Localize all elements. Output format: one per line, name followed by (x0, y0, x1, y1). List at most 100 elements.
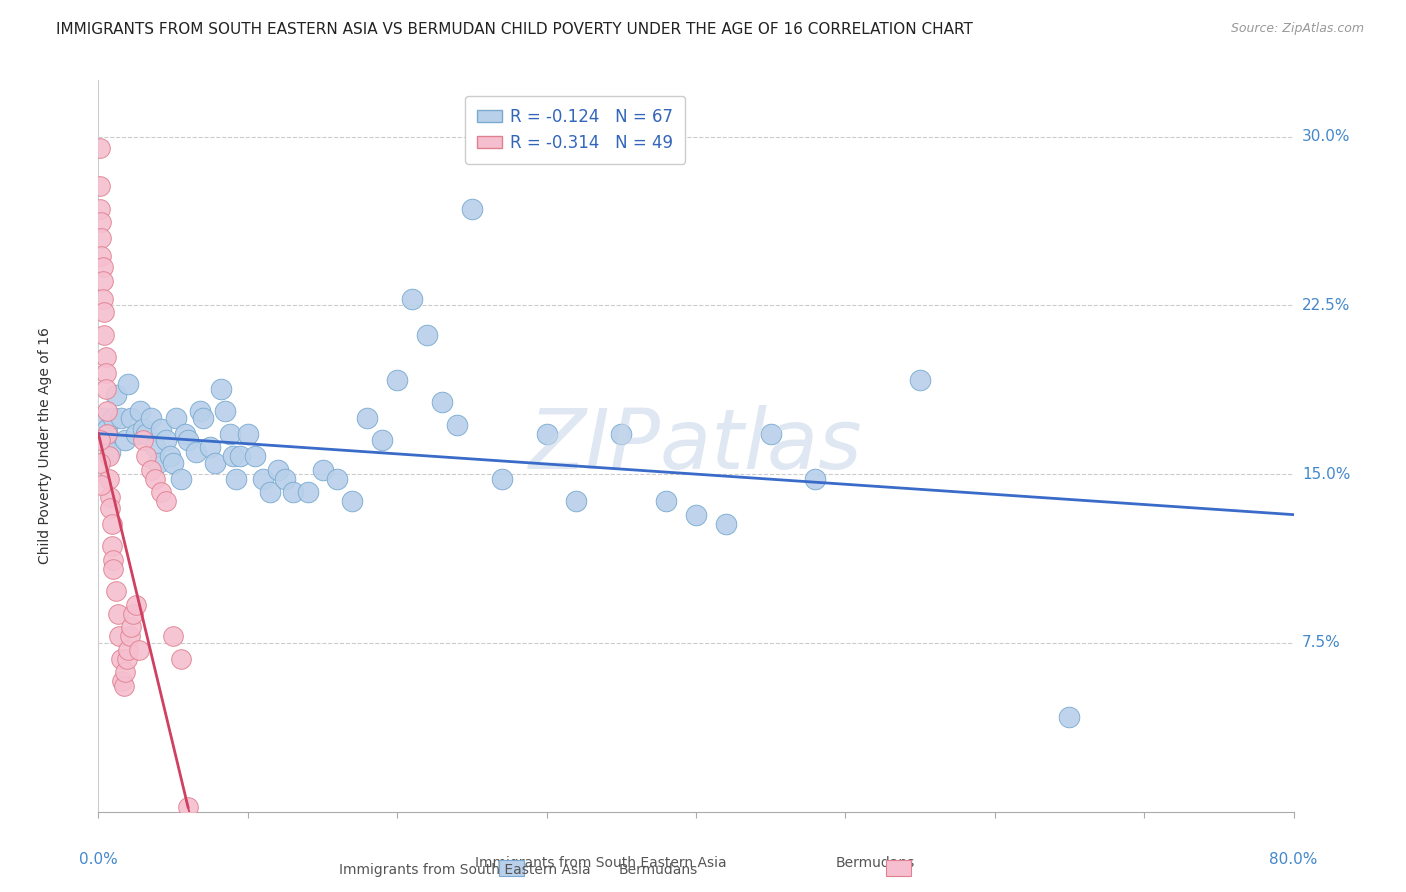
Point (112, 679, 135, 693)
Point (177, 434, 200, 448)
Point (103, 562, 125, 576)
Point (169, 651, 191, 665)
Point (125, 426, 148, 441)
Point (135, 426, 157, 441)
Text: Immigrants from South Eastern Asia: Immigrants from South Eastern Asia (339, 863, 591, 877)
Point (118, 629, 141, 643)
Point (169, 472, 191, 486)
Point (125, 598, 148, 612)
Point (685, 508, 707, 522)
Point (209, 382, 232, 396)
Point (128, 642, 150, 657)
Point (110, 651, 132, 665)
Point (120, 620, 142, 634)
Text: Bermudans: Bermudans (619, 863, 697, 877)
Point (274, 472, 297, 486)
Point (150, 422, 173, 436)
Point (115, 651, 138, 665)
Point (98, 490, 122, 504)
Point (461, 202, 484, 216)
Point (371, 434, 394, 448)
Point (162, 629, 184, 643)
Point (139, 410, 162, 425)
FancyBboxPatch shape (499, 860, 524, 876)
Point (385, 373, 409, 387)
Point (91, 260, 114, 274)
Point (101, 516, 124, 531)
Point (222, 449, 245, 463)
Point (101, 539, 124, 553)
Point (200, 440, 222, 454)
Text: IMMIGRANTS FROM SOUTH EASTERN ASIA VS BERMUDAN CHILD POVERTY UNDER THE AGE OF 16: IMMIGRANTS FROM SOUTH EASTERN ASIA VS BE… (56, 22, 973, 37)
Point (94, 366, 117, 380)
Point (90, 249, 112, 263)
Point (89, 456, 111, 470)
Point (655, 494, 678, 508)
Point (281, 485, 304, 500)
Point (565, 494, 588, 508)
Point (90, 215, 112, 229)
Point (91, 292, 114, 306)
Point (117, 642, 139, 657)
Point (536, 426, 558, 441)
Text: 30.0%: 30.0% (1302, 129, 1350, 144)
Point (150, 485, 173, 500)
Point (98, 444, 122, 458)
Point (908, 373, 931, 387)
Point (259, 485, 281, 500)
Point (219, 426, 242, 441)
Point (311, 462, 333, 476)
Point (132, 422, 155, 436)
Point (89, 202, 111, 216)
Point (143, 472, 166, 486)
Point (110, 410, 132, 425)
Point (94, 350, 117, 364)
Text: Immigrants from South Eastern Asia: Immigrants from South Eastern Asia (475, 855, 725, 870)
Text: Source: ZipAtlas.com: Source: ZipAtlas.com (1230, 22, 1364, 36)
Point (759, 426, 782, 441)
Point (342, 494, 364, 508)
Point (491, 472, 513, 486)
Point (184, 444, 207, 458)
Point (143, 440, 166, 454)
Text: Bermudans: Bermudans (835, 855, 915, 870)
Point (114, 434, 136, 448)
Point (155, 434, 177, 448)
Point (610, 426, 633, 441)
Point (297, 485, 319, 500)
Point (89, 179, 111, 194)
Point (188, 404, 211, 418)
Point (103, 552, 125, 566)
Point (89, 434, 111, 448)
Point (114, 665, 136, 680)
Point (430, 395, 453, 409)
Point (155, 494, 177, 508)
FancyBboxPatch shape (886, 860, 911, 876)
Text: ZIPatlas: ZIPatlas (529, 406, 863, 486)
Point (135, 449, 157, 463)
Point (97, 449, 120, 463)
Point (177, 800, 200, 814)
Text: 80.0%: 80.0% (1270, 852, 1317, 867)
Point (236, 426, 259, 441)
Point (96, 426, 118, 441)
Point (105, 584, 128, 599)
Point (1059, 710, 1081, 724)
Point (94, 434, 117, 448)
Point (120, 410, 142, 425)
Point (804, 472, 827, 486)
Text: 7.5%: 7.5% (1302, 635, 1340, 650)
Point (129, 404, 152, 418)
Point (132, 434, 155, 448)
Point (94, 382, 117, 396)
Point (93, 305, 115, 319)
Point (93, 327, 115, 342)
Point (139, 462, 162, 476)
Point (356, 410, 378, 425)
Text: 15.0%: 15.0% (1302, 467, 1350, 482)
Text: Child Poverty Under the Age of 16: Child Poverty Under the Age of 16 (38, 327, 52, 565)
Point (91, 274, 114, 288)
Point (148, 456, 170, 470)
Point (96, 404, 118, 418)
Point (108, 629, 131, 643)
